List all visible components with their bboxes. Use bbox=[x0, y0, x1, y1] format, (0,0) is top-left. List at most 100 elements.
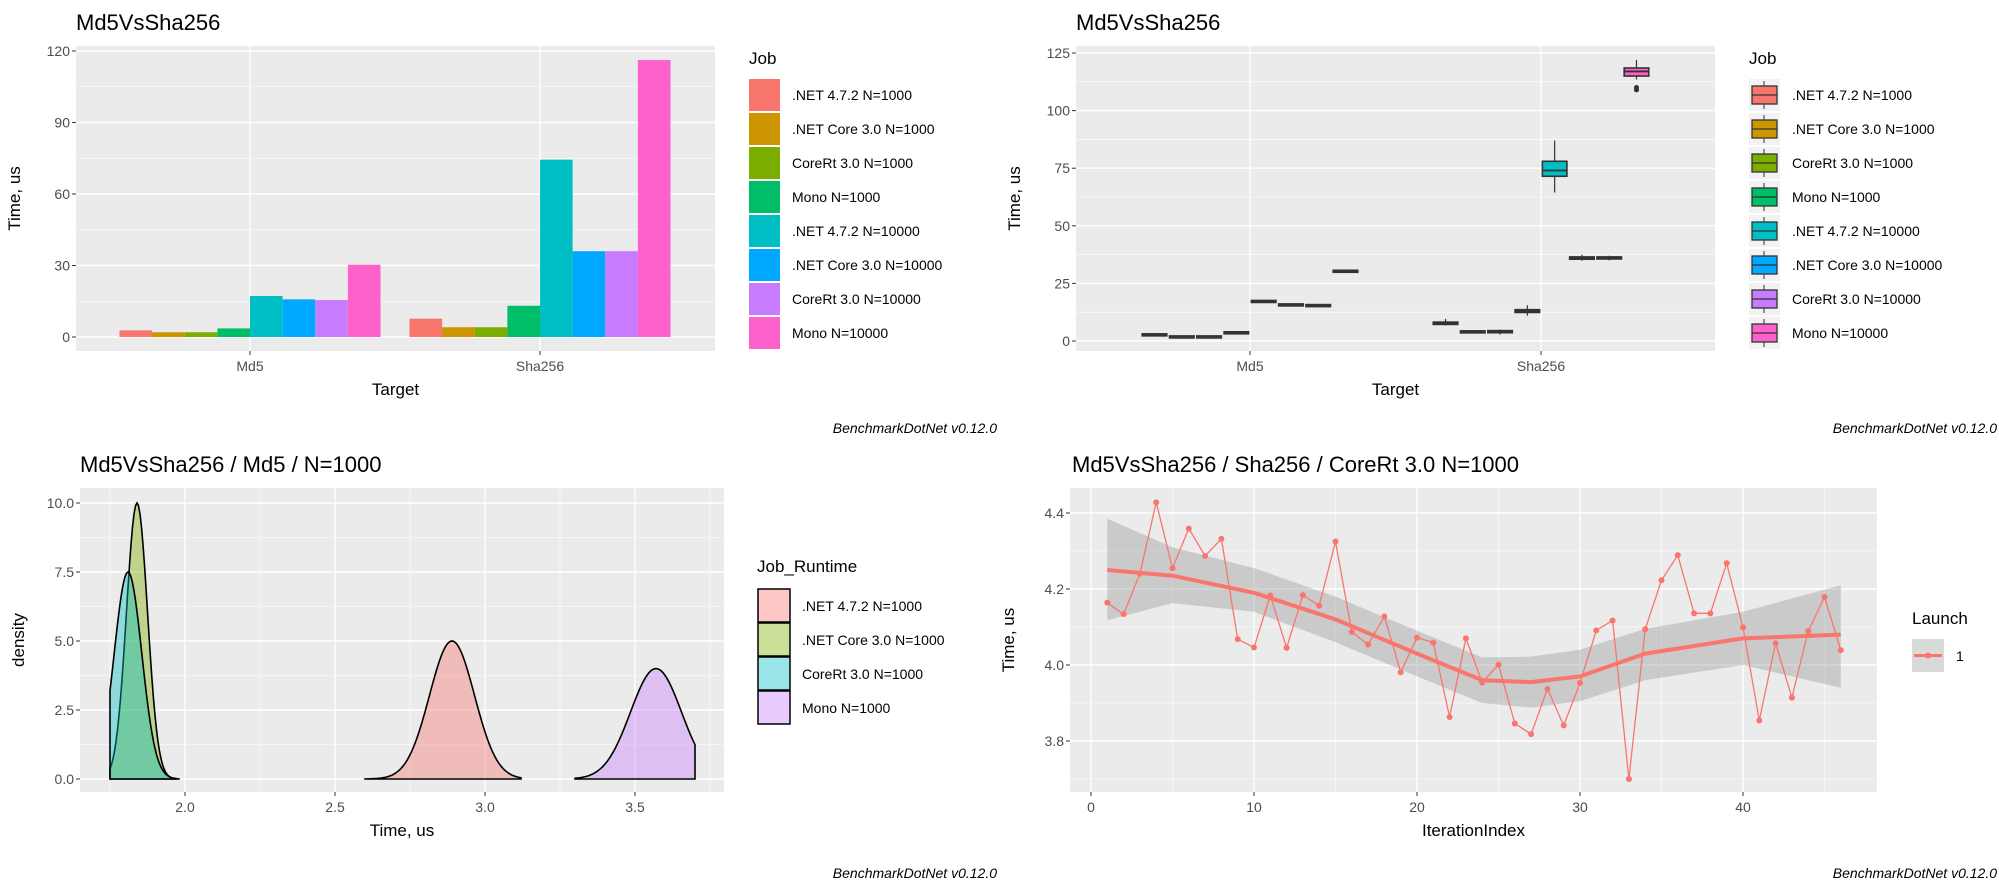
x-axis-title: Target bbox=[1372, 380, 1420, 399]
confidence-band bbox=[1107, 518, 1841, 708]
bar bbox=[442, 327, 475, 337]
legend-title: Launch bbox=[1912, 609, 1968, 628]
y-tick-label: 50 bbox=[1054, 218, 1070, 234]
data-point bbox=[1283, 644, 1290, 651]
legend-label: Mono N=1000 bbox=[792, 189, 881, 205]
legend-key bbox=[749, 283, 780, 315]
y-tick-label: 125 bbox=[1047, 45, 1071, 61]
data-point bbox=[1593, 627, 1600, 634]
y-tick-label: 0 bbox=[62, 329, 70, 345]
legend: Job .NET 4.7.2 N=1000 .NET Core 3.0 N=1000… bbox=[1749, 49, 1943, 349]
data-point bbox=[1462, 635, 1469, 642]
data-point bbox=[1218, 535, 1225, 542]
legend-key bbox=[749, 113, 780, 145]
y-tick-label: 4.0 bbox=[1045, 657, 1065, 673]
bar-chart: 0 30 60 90 120 Md5 Sha256 Target Time, us Job .NET… bbox=[5, 43, 943, 399]
legend-label: .NET 4.7.2 N=1000 bbox=[802, 598, 922, 614]
bar bbox=[409, 318, 443, 337]
legend-label: .NET 4.7.2 N=1000 bbox=[792, 87, 912, 103]
y-tick-label: 3.8 bbox=[1045, 733, 1065, 749]
data-point bbox=[1316, 602, 1323, 609]
boxplot bbox=[1168, 335, 1195, 339]
chart-title: Md5VsSha256 bbox=[76, 10, 220, 35]
x-tick-label: 2.5 bbox=[325, 799, 345, 815]
boxplot bbox=[1332, 269, 1359, 274]
data-point bbox=[1707, 610, 1714, 617]
legend: Launch 1 bbox=[1912, 609, 1968, 672]
bar bbox=[347, 264, 381, 337]
data-point bbox=[1740, 624, 1746, 631]
data-point bbox=[1642, 626, 1649, 633]
legend: Job .NET 4.7.2 N=1000 .NET Core 3.0 N=1000… bbox=[749, 49, 943, 349]
plot-background bbox=[1076, 46, 1715, 351]
legend-key bbox=[749, 317, 780, 349]
legend-label: CoreRt 3.0 N=1000 bbox=[1792, 155, 1913, 171]
line-chart-panel: Md5VsSha256 / Sha256 / CoreRt 3.0 N=1000… bbox=[1072, 452, 1997, 881]
data-point bbox=[1577, 679, 1583, 686]
y-tick-label: 75 bbox=[1054, 160, 1070, 176]
x-axis-title: Target bbox=[372, 380, 420, 399]
x-tick-label: 3.5 bbox=[625, 799, 645, 815]
bar bbox=[250, 296, 283, 337]
legend-key bbox=[757, 622, 791, 657]
y-tick-label: 10.0 bbox=[47, 495, 74, 511]
y-tick-label: 120 bbox=[47, 43, 71, 59]
box-chart: 0 25 50 75 100 125 Md5 Sha256 Target Time, us Job.… bbox=[1005, 45, 1943, 399]
y-axis-title: Time, us bbox=[1005, 166, 1024, 231]
x-tick-label: Md5 bbox=[236, 358, 263, 374]
boxplot bbox=[1250, 299, 1277, 304]
bar bbox=[119, 330, 153, 337]
x-tick-label: 0 bbox=[1087, 799, 1095, 815]
bar bbox=[637, 60, 671, 337]
bar bbox=[184, 332, 218, 337]
legend-label: .NET 4.7.2 N=1000 bbox=[1792, 87, 1912, 103]
legend-key bbox=[757, 588, 791, 623]
x-tick-label: 2.0 bbox=[175, 799, 195, 815]
bar bbox=[474, 327, 508, 337]
boxplot bbox=[1223, 330, 1250, 335]
box bbox=[1541, 160, 1568, 178]
legend-label: .NET 4.7.2 N=10000 bbox=[792, 223, 920, 239]
data-point bbox=[1674, 552, 1681, 559]
data-point bbox=[1169, 565, 1176, 572]
x-tick-label: Sha256 bbox=[516, 358, 564, 374]
legend-key bbox=[749, 249, 780, 281]
legend-label: Mono N=10000 bbox=[792, 325, 888, 341]
legend-title: Job bbox=[1749, 49, 1776, 68]
legend-label: CoreRt 3.0 N=10000 bbox=[1792, 291, 1921, 307]
footer-credit: BenchmarkDotNet v0.12.0 bbox=[833, 420, 997, 436]
data-point bbox=[1299, 592, 1306, 599]
chart-title: Md5VsSha256 / Md5 / N=1000 bbox=[80, 452, 381, 477]
data-point bbox=[1381, 613, 1388, 620]
legend-key bbox=[757, 656, 791, 691]
legend-title: Job bbox=[749, 49, 776, 68]
legend-label: Mono N=1000 bbox=[802, 700, 891, 716]
bar bbox=[540, 159, 573, 337]
y-tick-label: 2.5 bbox=[55, 702, 75, 718]
data-point bbox=[1120, 611, 1127, 618]
data-point bbox=[1609, 617, 1616, 624]
x-tick-label: 3.0 bbox=[475, 799, 495, 815]
legend-label: 1 bbox=[1956, 648, 1964, 664]
y-tick-label: 5.0 bbox=[55, 633, 75, 649]
data-point bbox=[1251, 644, 1257, 651]
data-point bbox=[1495, 661, 1502, 668]
data-point bbox=[1511, 720, 1518, 727]
density-chart: 0.0 2.5 5.0 7.5 10.0 2.0 2.5 3.0 3.5 Time, us dens… bbox=[9, 488, 945, 840]
line-chart: 3.8 4.0 4.2 4.4 0 10 20 30 40 IterationIndex Time,… bbox=[999, 488, 1968, 840]
legend-label: .NET Core 3.0 N=10000 bbox=[1792, 257, 1943, 273]
data-point bbox=[1446, 714, 1453, 721]
y-tick-label: 0.0 bbox=[55, 771, 75, 787]
data-point bbox=[1365, 641, 1372, 648]
y-tick-label: 4.2 bbox=[1045, 581, 1065, 597]
chart-title: Md5VsSha256 bbox=[1076, 10, 1220, 35]
bar bbox=[217, 328, 250, 337]
data-point bbox=[1691, 610, 1698, 617]
legend-label: Mono N=1000 bbox=[1792, 189, 1881, 205]
y-axis-title: Time, us bbox=[999, 608, 1018, 673]
data-point bbox=[1560, 722, 1567, 729]
bar bbox=[507, 305, 540, 337]
boxplot bbox=[1514, 305, 1541, 316]
density-area bbox=[109, 570, 177, 780]
